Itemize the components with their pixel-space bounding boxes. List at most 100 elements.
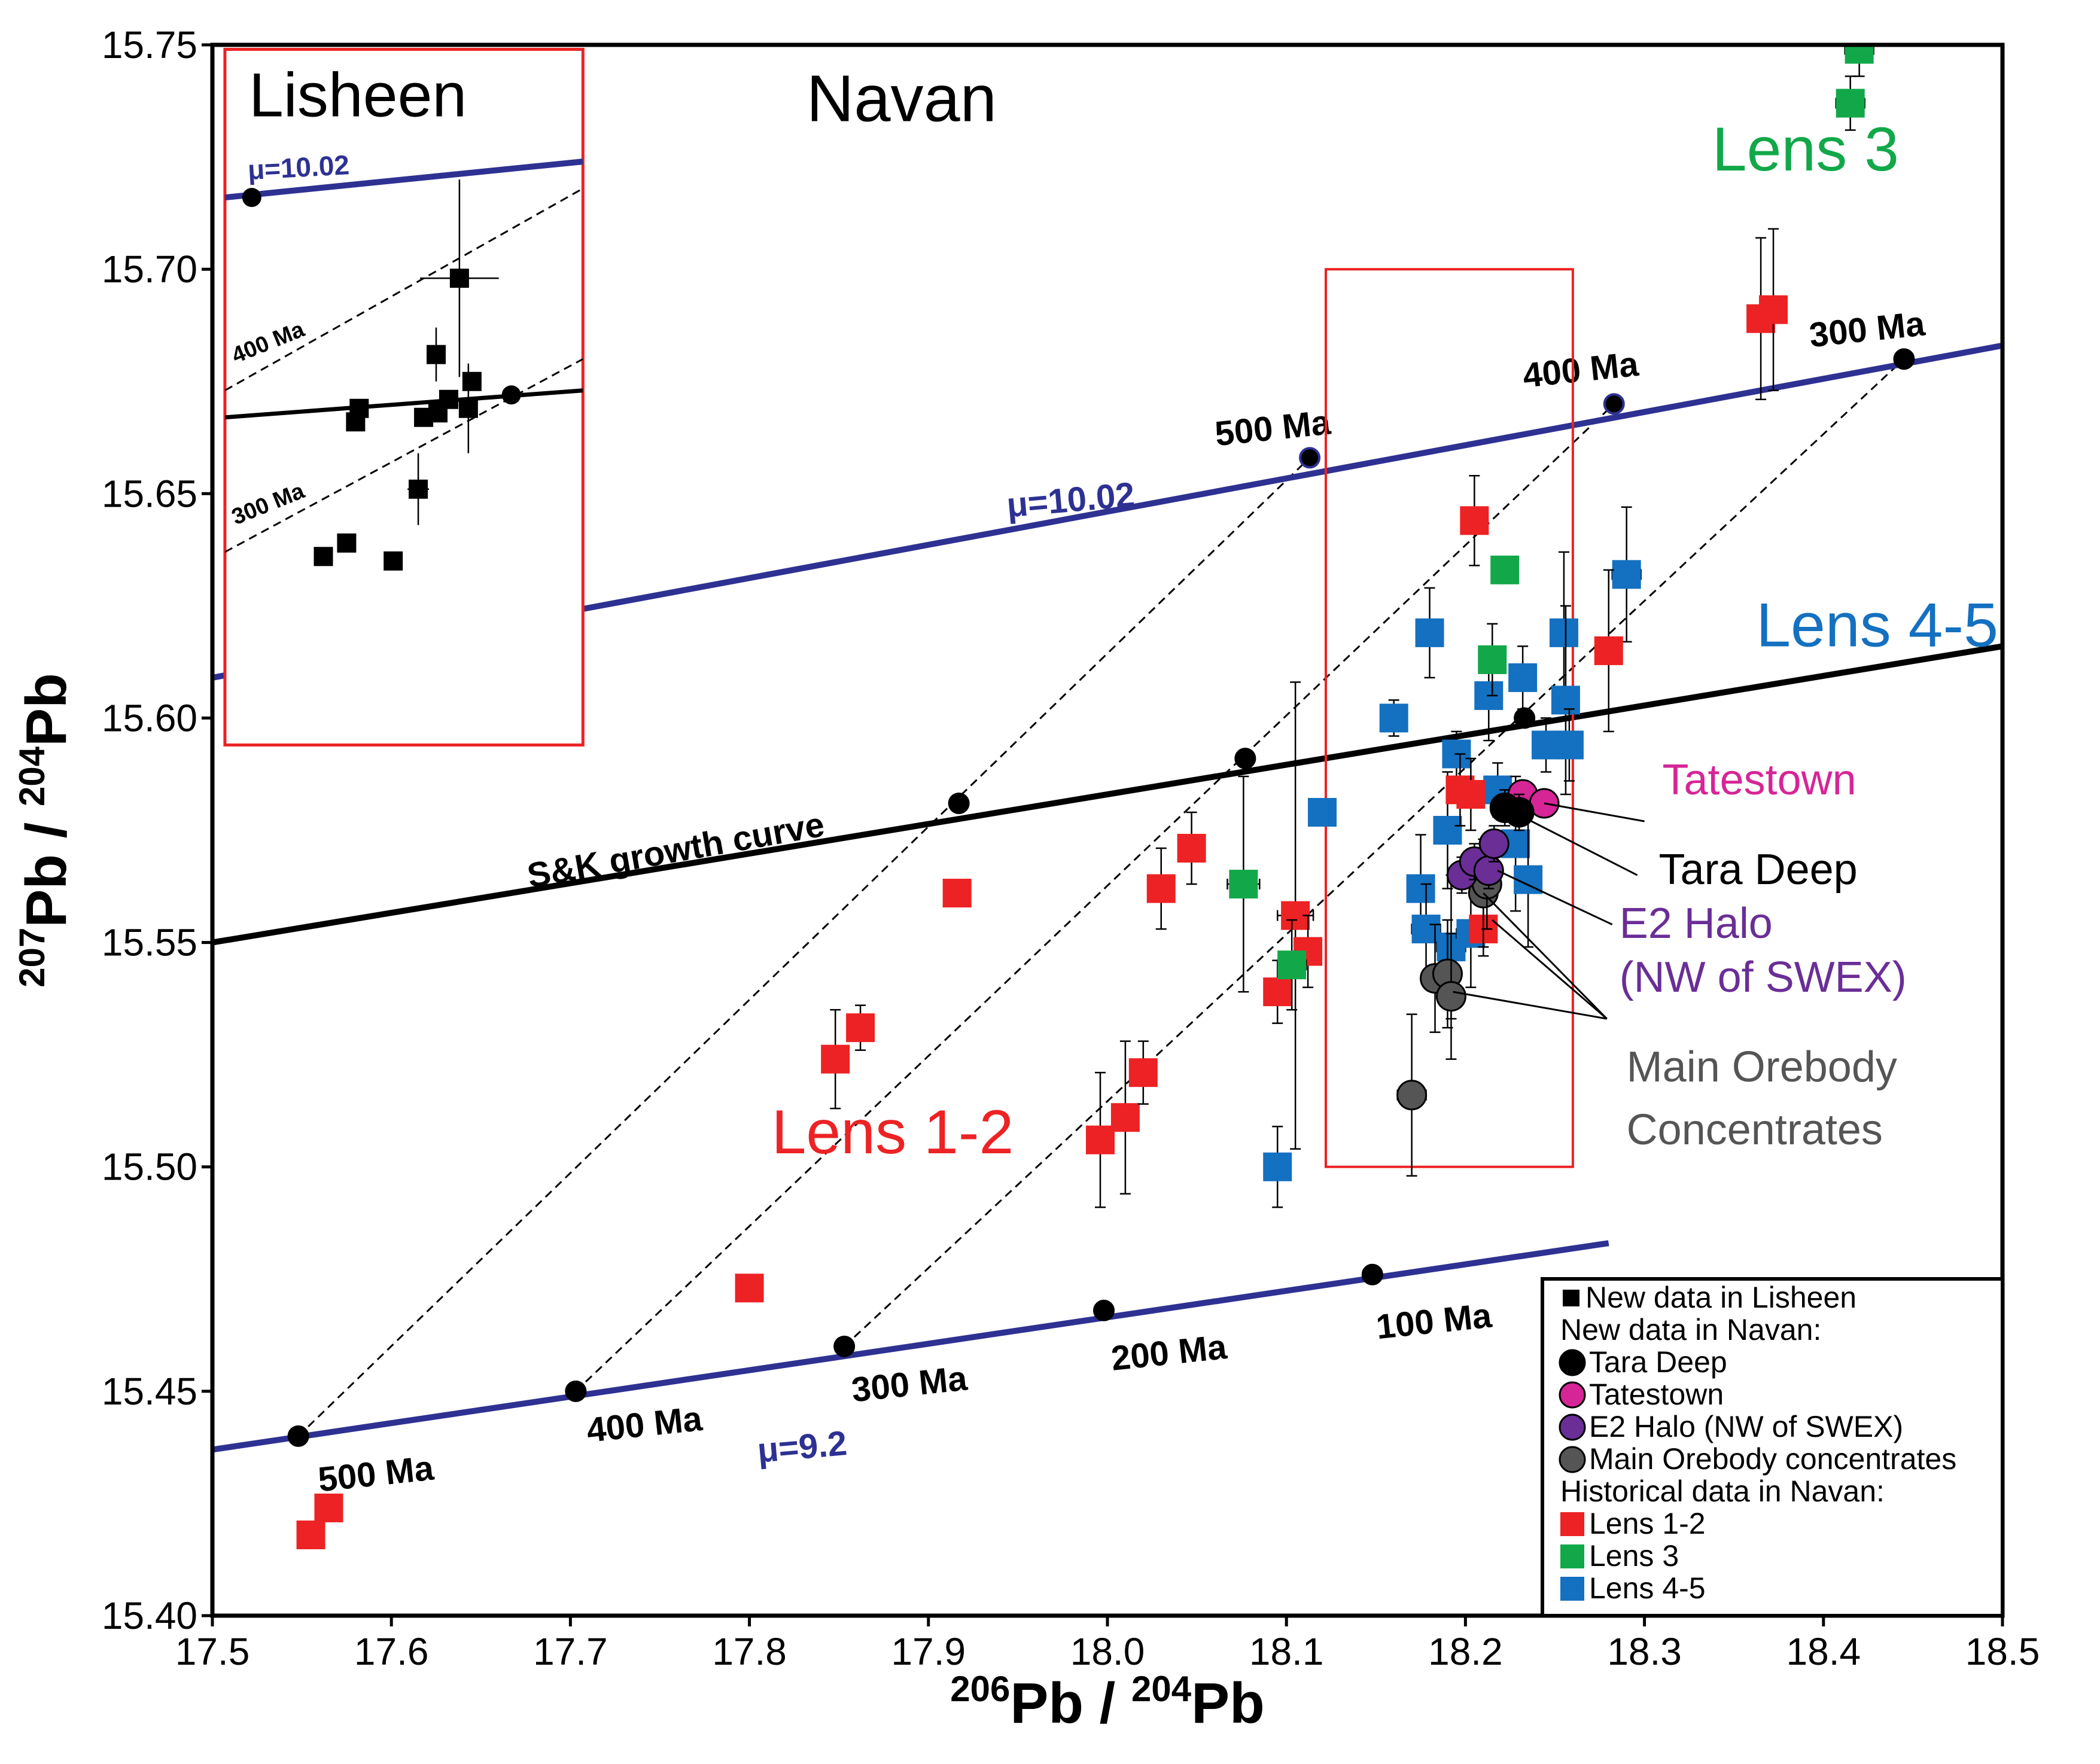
legend-label-7: Lens 1-2	[1589, 1507, 1706, 1540]
legend-label-0: New data in Lisheen	[1585, 1281, 1856, 1314]
lens-1-2-point-1	[314, 1493, 343, 1522]
leader-taradeep	[1522, 816, 1638, 876]
lisheen-age-dot-1	[501, 385, 521, 405]
lisheen-point-10	[314, 547, 333, 566]
leader-tatestown	[1544, 802, 1645, 822]
legend-label-5: Main Orebody concentrates	[1589, 1442, 1956, 1476]
age-point-0	[1299, 447, 1321, 469]
age-point-7	[565, 1380, 587, 1402]
navan-zoom-box	[1325, 268, 1574, 1168]
lens-4-5-point-2	[1379, 703, 1408, 733]
annotation-lens12: Lens 1-2	[772, 1098, 1014, 1167]
y-tick-label-6: 15.70	[102, 248, 197, 291]
legend-label-1: New data in Navan:	[1560, 1313, 1821, 1346]
isochron-line-1	[575, 403, 1615, 1392]
age-point-1	[1603, 393, 1625, 415]
lens-4-5-point-17	[1551, 686, 1580, 715]
isochron-line-0	[297, 457, 1311, 1437]
lisheen-point-3	[349, 398, 369, 418]
legend-marker-7	[1560, 1512, 1584, 1536]
age-label-3: 500 Ma	[316, 1449, 436, 1500]
age-point-2	[1893, 348, 1915, 370]
age-label-4: 400 Ma	[585, 1399, 704, 1450]
x-axis-label: 206Pb / 204Pb	[950, 1669, 1265, 1735]
legend-label-6: Historical data in Navan:	[1560, 1474, 1885, 1508]
lens-1-2-point-8	[1128, 1058, 1158, 1087]
lens-1-2-point-18	[1594, 636, 1623, 665]
lisheen-label-0: μ=10.02	[247, 149, 351, 185]
lens-1-2-point-9	[1146, 874, 1176, 903]
growth-curve-sk	[212, 643, 2002, 946]
lens-4-5-point-6	[1433, 816, 1462, 845]
y-tick-label-0: 15.40	[102, 1594, 197, 1637]
lens-4-5-point-18	[1554, 730, 1584, 760]
x-tick-label-7: 18.2	[1428, 1630, 1503, 1673]
x-axis-label-part-0: 206	[950, 1669, 1010, 1709]
lens-4-5-point-4	[1411, 915, 1441, 944]
legend-marker-3	[1559, 1381, 1586, 1409]
lens-1-2-point-2	[735, 1274, 764, 1303]
x-tick-label-1: 17.6	[354, 1630, 429, 1673]
legend-label-4: E2 Halo (NW of SWEX)	[1589, 1410, 1903, 1443]
lens-1-2-point-16	[1460, 506, 1489, 535]
legend-marker-0	[1563, 1290, 1579, 1306]
lens-1-2-point-6	[1086, 1125, 1115, 1154]
lens-4-5-point-16	[1549, 618, 1578, 647]
x-tick-label-3: 17.8	[712, 1630, 787, 1673]
lisheen-sk-line	[224, 388, 583, 420]
main-orebody-concentrates-point-0	[1396, 1080, 1428, 1111]
leader-mainore-2	[1453, 991, 1608, 1020]
age-label-0: 500 Ma	[1213, 403, 1333, 453]
age-point-8	[833, 1335, 856, 1357]
x-tick-label-9: 18.4	[1786, 1630, 1861, 1673]
growth-curve-mu-9.2	[212, 1240, 1609, 1453]
age-label-7: 100 Ma	[1374, 1296, 1494, 1346]
lens-1-2-point-15	[1456, 779, 1486, 809]
lens-3-point-0	[1229, 870, 1258, 899]
leader-mainore-1	[1492, 919, 1608, 1020]
annotation-e2halo_2: (NW of SWEX)	[1620, 953, 1907, 1001]
y-tick-label-5: 15.65	[102, 472, 197, 515]
y-axis-label-part-0: 207	[12, 928, 52, 988]
age-point-6	[287, 1425, 309, 1447]
x-axis-label-part-2: 204	[1131, 1669, 1192, 1709]
age-point-4	[1234, 747, 1256, 769]
annotation-lens3: Lens 3	[1712, 115, 1899, 184]
x-tick-label-2: 17.7	[533, 1630, 608, 1673]
y-tick-label-1: 15.45	[102, 1370, 197, 1413]
lisheen-point-7	[462, 371, 482, 391]
legend-marker-2	[1559, 1349, 1586, 1376]
y-tick-label-4: 15.60	[102, 696, 197, 739]
legend-marker-5	[1559, 1446, 1586, 1473]
age-label-9: μ=9.2	[756, 1424, 848, 1470]
x-tick-label-10: 18.5	[1965, 1630, 2040, 1673]
y-axis-label-part-3: Pb	[14, 673, 78, 747]
lisheen-title: Lisheen	[249, 61, 467, 130]
age-point-5	[1514, 707, 1536, 729]
annotation-tatestown: Tatestown	[1663, 756, 1856, 804]
lens-1-2-point-7	[1110, 1103, 1140, 1132]
y-tick-label-3: 15.55	[102, 921, 197, 964]
lens-3-point-5	[1845, 45, 1874, 64]
legend-marker-8	[1560, 1544, 1584, 1568]
y-axis-label: 207Pb / 204Pb	[12, 673, 78, 988]
lens-1-2-point-10	[1177, 834, 1206, 863]
x-axis-label-part-1: Pb /	[1010, 1671, 1131, 1735]
lisheen-point-12	[384, 551, 403, 571]
y-tick-label-2: 15.50	[102, 1145, 197, 1189]
legend-box	[1541, 1277, 2004, 1617]
legend-marker-9	[1560, 1577, 1584, 1601]
y-axis-label-part-2: 204	[12, 746, 52, 806]
x-tick-label-4: 17.9	[891, 1630, 966, 1673]
x-tick-label-0: 17.5	[175, 1630, 250, 1673]
lens-4-5-point-3	[1406, 874, 1435, 903]
lens-4-5-point-1	[1308, 797, 1337, 827]
lens-3-point-2	[1478, 645, 1507, 674]
legend-label-9: Lens 4-5	[1589, 1571, 1706, 1605]
annotation-navan_title: Navan	[806, 62, 997, 136]
lens-4-5-point-0	[1263, 1152, 1292, 1181]
isochron-line-2	[844, 358, 1905, 1347]
lisheen-mu-line	[224, 159, 583, 201]
age-label-2: 300 Ma	[1807, 304, 1927, 355]
